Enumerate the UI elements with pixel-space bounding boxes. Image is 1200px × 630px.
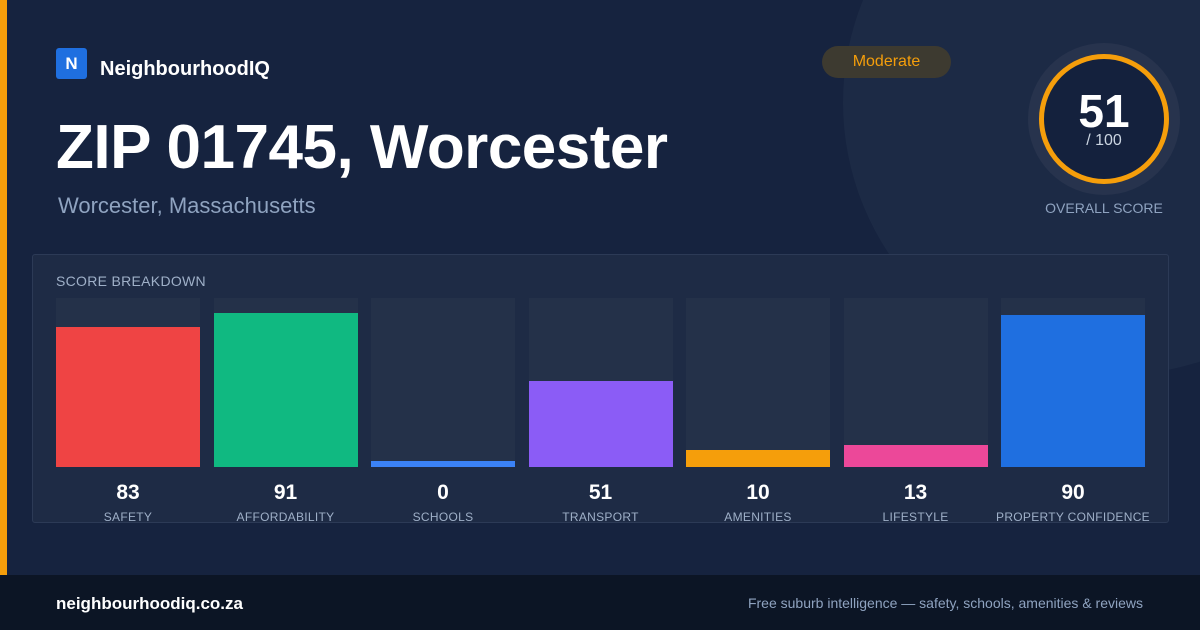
score-label: TRANSPORT	[562, 510, 639, 524]
score-label: SCHOOLS	[412, 510, 474, 524]
score-bar-fill	[1001, 315, 1145, 467]
score-value: 13	[903, 481, 928, 504]
score-bar-track	[371, 298, 515, 467]
overall-score-max: / 100	[1086, 132, 1122, 149]
overall-score-value: 51	[1078, 85, 1130, 137]
score-bar-track	[213, 298, 358, 467]
score-value: 0	[437, 481, 449, 504]
brand-logo-icon: N	[56, 48, 87, 79]
score-value: 91	[273, 481, 298, 504]
score-bar-track	[1001, 298, 1145, 467]
score-label: AFFORDABILITY	[236, 510, 335, 524]
score-value: 10	[746, 481, 770, 504]
score-value: 83	[116, 481, 140, 504]
footer: neighbourhoodiq.co.za Free suburb intell…	[0, 575, 1200, 630]
footer-url-link[interactable]: neighbourhoodiq.co.za	[56, 594, 243, 613]
score-bar-track	[843, 298, 988, 467]
rating-badge: Moderate	[822, 46, 951, 78]
score-bar-track	[528, 298, 673, 467]
score-label: AMENITIES	[724, 510, 792, 524]
brand[interactable]: N NeighbourhoodIQ	[56, 46, 270, 81]
accent-bar	[0, 0, 7, 575]
score-label: PROPERTY CONFIDENCE	[996, 510, 1150, 524]
score-bar-fill	[528, 381, 673, 467]
score-bar-fill	[213, 313, 358, 467]
overall-score-gauge	[1028, 43, 1180, 195]
score-bar-track	[56, 298, 200, 467]
score-breakdown-panel: SCORE BREAKDOWN 83 SAFETY 91 AFFORDABILITY 0…	[32, 254, 1169, 524]
score-bar-track	[686, 298, 830, 467]
overall-score-label: OVERALL SCORE	[1045, 200, 1163, 216]
location-subtitle: Worcester, Massachusetts	[58, 193, 316, 218]
page-title: ZIP 01745, Worcester	[56, 113, 668, 182]
gauge-ring-icon	[1039, 54, 1169, 184]
breakdown-title: SCORE BREAKDOWN	[56, 273, 206, 289]
score-bar-fill	[843, 445, 988, 467]
score-value: 90	[1061, 481, 1085, 504]
score-label: SAFETY	[103, 510, 153, 524]
score-bar-fill	[686, 450, 830, 467]
score-bar-fill	[371, 461, 515, 467]
footer-tagline: Free suburb intelligence — safety, schoo…	[747, 595, 1143, 611]
score-bar-fill	[56, 327, 200, 467]
brand-name: NeighbourhoodIQ	[100, 58, 270, 80]
score-label: LIFESTYLE	[882, 510, 949, 524]
score-value: 51	[588, 481, 613, 504]
